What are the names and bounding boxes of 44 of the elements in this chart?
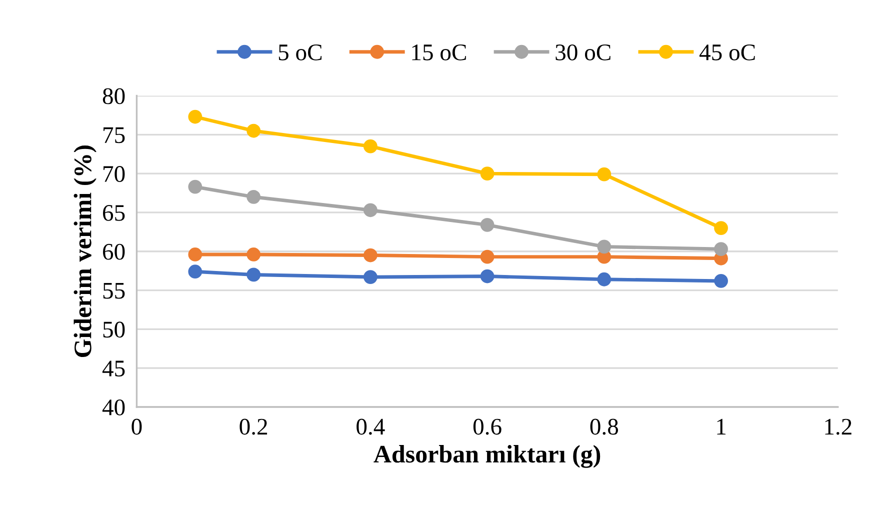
- point: [480, 250, 494, 264]
- point: [714, 221, 728, 235]
- legend-label: 5 oC: [278, 44, 322, 60]
- point: [363, 248, 378, 262]
- x-tick-label: 1.2: [825, 418, 852, 435]
- x-tick-label: 0: [132, 418, 142, 435]
- legend-label: 15 oC: [412, 44, 466, 60]
- x-tick-label: 0.8: [590, 418, 618, 435]
- point: [246, 190, 261, 204]
- legend-label: 30 oC: [556, 44, 610, 60]
- x-axis-title: Adsorban miktarı (g): [374, 445, 600, 468]
- y-tick-label: 65: [103, 205, 125, 221]
- y-tick-label: 50: [103, 322, 125, 338]
- x-tick-label: 0.2: [240, 418, 268, 435]
- point: [188, 248, 202, 262]
- point: [363, 203, 378, 218]
- x-tick-label: 0.4: [356, 418, 385, 435]
- point: [597, 240, 612, 254]
- point: [480, 166, 494, 181]
- point: [246, 248, 261, 262]
- y-tick-label: 40: [102, 399, 125, 416]
- point: [480, 269, 494, 284]
- y-tick-label: 55: [103, 283, 125, 299]
- point: [188, 110, 202, 124]
- point: [480, 218, 494, 232]
- point: [597, 167, 612, 182]
- point: [363, 139, 378, 154]
- point: [188, 264, 202, 279]
- point: [597, 272, 612, 286]
- y-tick-label: 80: [102, 88, 125, 104]
- y-tick-label: 45: [102, 360, 125, 376]
- point: [188, 180, 202, 194]
- x-tick-label: 1: [717, 418, 726, 434]
- y-axis-title: Giderim verimi (%): [74, 146, 96, 358]
- point: [246, 268, 261, 282]
- point: [246, 124, 261, 138]
- point: [714, 274, 728, 288]
- legend-label: 45 oC: [699, 44, 755, 60]
- y-tick-label: 75: [104, 127, 125, 144]
- x-tick-label: 0.6: [473, 418, 502, 435]
- y-tick-label: 70: [104, 166, 125, 182]
- point: [363, 270, 378, 284]
- point: [714, 242, 728, 256]
- y-tick-label: 60: [103, 244, 125, 260]
